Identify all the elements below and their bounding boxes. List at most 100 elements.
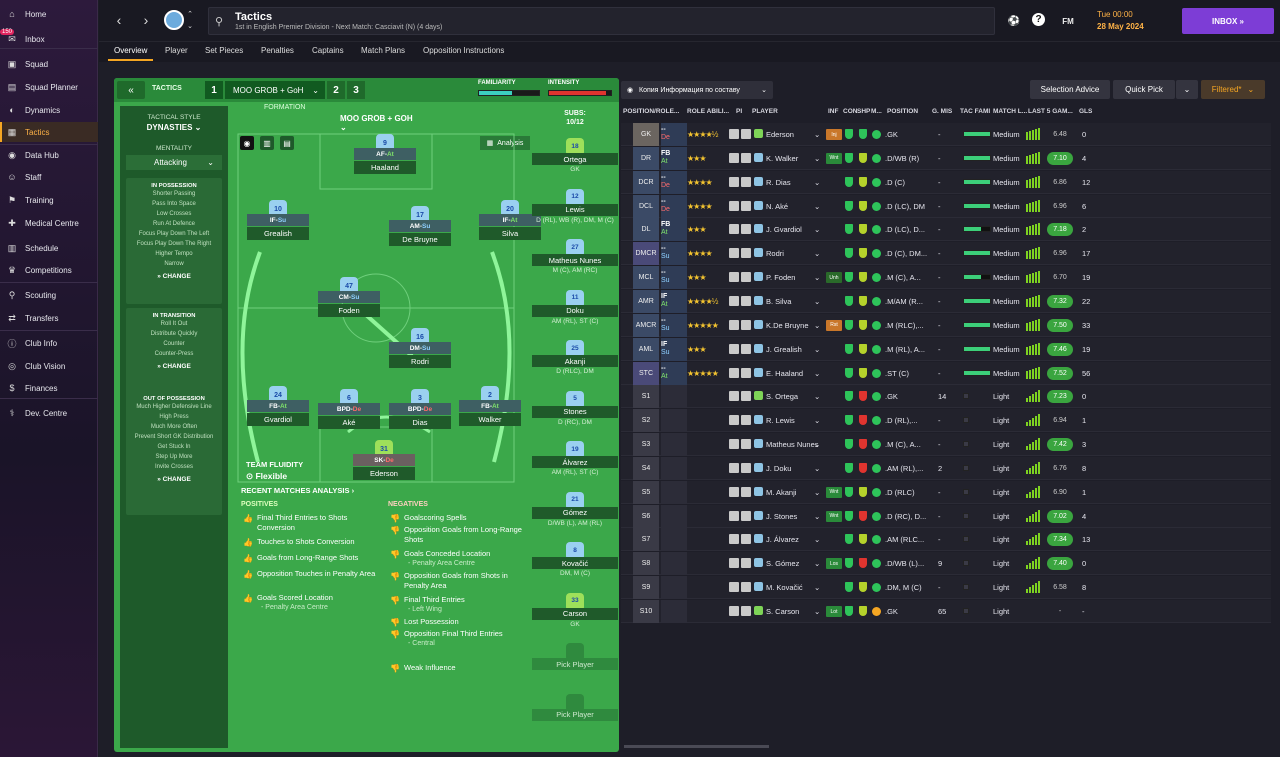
chevron-down-icon[interactable]: ⌄: [814, 463, 821, 473]
player-name[interactable]: M. Akanji: [766, 487, 797, 497]
table-row[interactable]: AMR IF At ★★★★½ B. Silva ⌄ .M/AM (R... - Medium 7…: [621, 289, 1271, 313]
position-cell[interactable]: S2: [633, 409, 659, 433]
player-instructions-icon[interactable]: [729, 224, 739, 235]
lock-icon[interactable]: [741, 343, 751, 354]
player-name[interactable]: B. Silva: [766, 296, 792, 306]
player-instructions-icon[interactable]: [729, 486, 739, 497]
role-duty-cell[interactable]: [661, 600, 687, 623]
tab-set-pieces[interactable]: Set Pieces: [205, 46, 244, 55]
position-cell[interactable]: S7: [633, 528, 659, 552]
table-row[interactable]: S3 Matheus Nunes ⌄ .M (C), A... - Light 7.42 3: [621, 433, 1271, 457]
sidebar-item-inbox[interactable]: ✉ Inbox: [0, 29, 98, 49]
position-cell[interactable]: S10: [633, 600, 659, 623]
table-row[interactable]: DCR -- De ★★★★ R. Dias ⌄ .D (C) - Medium 6.86 12: [621, 170, 1271, 194]
player-name[interactable]: S. Gómez: [766, 559, 800, 569]
pitch-player-grealish[interactable]: 10 IF - Su Grealish: [247, 200, 309, 244]
change-out-of-possession-button[interactable]: » CHANGE: [126, 476, 222, 483]
chevron-down-icon[interactable]: ⌄: [814, 225, 821, 235]
sidebar-item-home[interactable]: ⌂ Home: [0, 4, 98, 24]
player-name[interactable]: Rodri: [766, 249, 784, 259]
column-header[interactable]: LAST 5 GAM...: [1028, 108, 1073, 115]
table-row[interactable]: S8 S. Gómez ⌄ Los .D/WB (L)... 9 Light 7.40 0: [621, 552, 1271, 576]
player-instructions-icon[interactable]: [729, 367, 739, 378]
table-row[interactable]: S9 M. Kovačić ⌄ .DM, M (C) - Light 6.58 8: [621, 576, 1271, 600]
role-duty-cell[interactable]: -- De: [661, 170, 687, 194]
player-role[interactable]: SK - De: [353, 454, 415, 466]
player-name[interactable]: J. Stones: [766, 511, 798, 521]
sidebar-item-squad[interactable]: ▣ Squad: [0, 54, 98, 74]
lock-icon[interactable]: [741, 224, 751, 235]
role-duty-cell[interactable]: IF Su: [661, 337, 687, 361]
position-cell[interactable]: S3: [633, 433, 659, 457]
player-instructions-icon[interactable]: [729, 415, 739, 426]
role-duty-cell[interactable]: [661, 576, 687, 600]
table-row[interactable]: S5 M. Akanji ⌄ Wnt .D (RLC) - Light 6.90 1: [621, 480, 1271, 504]
recent-matches-analysis[interactable]: RECENT MATCHES ANALYSIS ›: [241, 486, 355, 495]
player-name[interactable]: R. Lewis: [766, 416, 795, 426]
player-card-icon[interactable]: ▤: [280, 136, 294, 150]
player-instructions-icon[interactable]: [729, 176, 739, 187]
tab-overview[interactable]: Overview: [107, 46, 154, 61]
position-cell[interactable]: AMR: [633, 289, 659, 313]
pitch-player-foden[interactable]: 47 CM - Su Foden: [318, 277, 380, 321]
position-cell[interactable]: S4: [633, 456, 659, 480]
info-tag[interactable]: Inj: [826, 129, 842, 140]
pitch-player-walker[interactable]: 2 FB - At Walker: [459, 386, 521, 430]
player-instructions-icon[interactable]: [729, 152, 739, 163]
info-tag[interactable]: Rst: [826, 319, 842, 331]
lock-icon[interactable]: [741, 415, 751, 426]
role-duty-cell[interactable]: -- Su: [661, 242, 687, 266]
position-cell[interactable]: AML: [633, 337, 659, 361]
role-duty-cell[interactable]: [661, 528, 687, 552]
chevron-up-icon[interactable]: ⌃: [187, 11, 193, 18]
player-name[interactable]: J. Doku: [766, 463, 792, 473]
chevron-down-icon[interactable]: ⌄: [814, 535, 821, 545]
table-row[interactable]: AMCR -- Su ★★★★★ K.De Bruyne ⌄ Rst .M (RLC),...…: [621, 313, 1271, 337]
player-role[interactable]: IF - At: [479, 214, 541, 226]
date-time[interactable]: Tue 00:00 28 May 2024: [1097, 10, 1144, 31]
pitch-player-haaland[interactable]: 9 AF - At Haaland: [354, 134, 416, 178]
position-cell[interactable]: GK: [633, 123, 659, 146]
chevron-down-icon[interactable]: ⌄: [814, 249, 821, 259]
column-header[interactable]: POSITION: [887, 108, 919, 115]
filter-button[interactable]: Filtered* ⌄: [1201, 80, 1265, 99]
table-row[interactable]: S6 J. Stones ⌄ Wnt .D (RC), D... - Light 7.02 4: [621, 504, 1271, 528]
position-cell[interactable]: S5: [633, 480, 659, 504]
chevron-down-icon[interactable]: ⌄: [1176, 80, 1198, 99]
tactic-name-dropdown[interactable]: MOO GROB + GoH ⌄: [225, 81, 325, 99]
position-cell[interactable]: AMCR: [633, 313, 659, 337]
tab-penalties[interactable]: Penalties: [261, 46, 294, 55]
chevron-down-icon[interactable]: ⌄: [814, 559, 821, 569]
player-name[interactable]: R. Dias: [766, 177, 791, 187]
intensity-bar[interactable]: [548, 90, 612, 96]
tab-player[interactable]: Player: [165, 46, 188, 55]
collapse-icon[interactable]: «: [117, 81, 145, 99]
table-row[interactable]: DCL -- De ★★★★ N. Aké ⌄ .D (LC), DM - Medium 6.96…: [621, 194, 1271, 218]
table-row[interactable]: STC -- At ★★★★★ E. Haaland ⌄ .ST (C) - Medium 7.5…: [621, 361, 1271, 385]
chevron-down-icon[interactable]: ⌄: [187, 23, 193, 30]
sub-player-ortega[interactable]: 18 Ortega GK: [532, 138, 618, 186]
role-duty-cell[interactable]: [661, 552, 687, 576]
player-instructions-icon[interactable]: [729, 582, 739, 593]
sidebar-item-data-hub[interactable]: ◉ Data Hub: [0, 145, 98, 165]
lock-icon[interactable]: [741, 152, 751, 163]
player-name[interactable]: S. Ortega: [766, 392, 799, 402]
position-cell[interactable]: DL: [633, 218, 659, 242]
column-header[interactable]: G. MIS: [932, 108, 953, 115]
player-role[interactable]: DM - Su: [389, 342, 451, 354]
player-name[interactable]: P. Foden: [766, 273, 796, 283]
change-in-possession-button[interactable]: » CHANGE: [126, 273, 222, 280]
change-in-transition-button[interactable]: » CHANGE: [126, 363, 222, 370]
table-row[interactable]: GK -- De ★★★★½ Ederson ⌄ Inj .GK - Medium 6.48 0: [621, 123, 1271, 146]
player-role[interactable]: BPD - De: [389, 403, 451, 415]
role-duty-cell[interactable]: FB At: [661, 218, 687, 242]
search-bar[interactable]: ⚲ Tactics 1st in English Premier Divisio…: [208, 7, 995, 35]
chevron-down-icon[interactable]: ⌄: [814, 177, 821, 187]
role-duty-cell[interactable]: [661, 504, 687, 528]
tactic-slot-1[interactable]: 1: [205, 81, 223, 99]
sub-player-lewis[interactable]: 12 Lewis D (RL), WB (R), DM, M (C): [532, 188, 618, 237]
sub-player-kovačić[interactable]: 8 Kovačić DM, M (C): [532, 542, 618, 590]
player-name[interactable]: M. Kovačić: [766, 583, 803, 593]
lock-icon[interactable]: [741, 558, 751, 569]
help-icon[interactable]: ?: [1032, 13, 1045, 26]
